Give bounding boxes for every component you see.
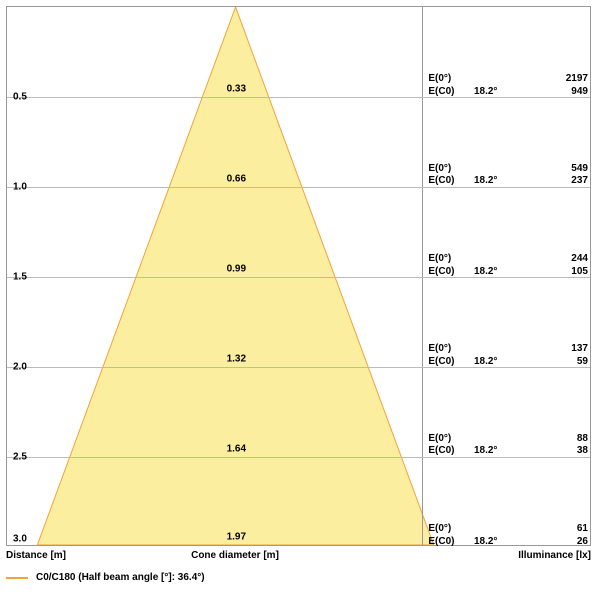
axis-label-illuminance: Illuminance [lx] bbox=[518, 550, 591, 561]
illum-angle: 18.2° bbox=[474, 86, 531, 99]
illum-label: E(C0) bbox=[428, 266, 474, 279]
legend-text: C0/C180 (Half beam angle [°]: 36.4°) bbox=[36, 572, 205, 583]
illum-label: E(C0) bbox=[428, 356, 474, 369]
legend: C0/C180 (Half beam angle [°]: 36.4°) bbox=[6, 572, 205, 583]
right-panel-separator bbox=[422, 7, 423, 545]
distance-tick: 1.0 bbox=[13, 181, 27, 192]
illum-value: 26 bbox=[531, 536, 588, 549]
legend-swatch bbox=[6, 577, 28, 579]
illum-value: 949 bbox=[531, 86, 588, 99]
illum-value: 61 bbox=[531, 523, 588, 536]
illuminance-block: E(0°) 2197 E(C0)18.2°949 bbox=[428, 73, 588, 98]
distance-tick: 2.0 bbox=[13, 362, 27, 373]
illuminance-block: E(0°) 549 E(C0)18.2°237 bbox=[428, 163, 588, 188]
illum-angle: 18.2° bbox=[474, 175, 531, 188]
illum-value: 137 bbox=[531, 343, 588, 356]
illum-label: E(0°) bbox=[428, 523, 474, 536]
distance-tick: 1.5 bbox=[13, 272, 27, 283]
illum-angle bbox=[474, 343, 531, 356]
illum-value: 105 bbox=[531, 266, 588, 279]
illum-angle bbox=[474, 163, 531, 176]
cone-diameter-value: 0.33 bbox=[227, 84, 246, 95]
axis-label-distance: Distance [m] bbox=[6, 550, 66, 561]
illum-value: 59 bbox=[531, 356, 588, 369]
illum-value: 38 bbox=[531, 445, 588, 458]
illuminance-block: E(0°) 88 E(C0)18.2°38 bbox=[428, 433, 588, 458]
illum-angle bbox=[474, 523, 531, 536]
illum-label: E(0°) bbox=[428, 163, 474, 176]
illuminance-block: E(0°) 244 E(C0)18.2°105 bbox=[428, 253, 588, 278]
illum-value: 88 bbox=[531, 433, 588, 446]
illuminance-block: E(0°) 61 E(C0)18.2°26 bbox=[428, 523, 588, 548]
distance-tick: 2.5 bbox=[13, 451, 27, 462]
distance-tick: 3.0 bbox=[13, 534, 27, 545]
illum-value: 2197 bbox=[531, 73, 588, 86]
illum-value: 237 bbox=[531, 175, 588, 188]
illum-angle bbox=[474, 253, 531, 266]
illum-value: 244 bbox=[531, 253, 588, 266]
illum-angle: 18.2° bbox=[474, 445, 531, 458]
chart-area: 0.50.33E(0°)2197E(C0)18.2°9491.00.66E(0°… bbox=[6, 6, 591, 546]
cone-diameter-value: 0.66 bbox=[227, 173, 246, 184]
illum-label: E(C0) bbox=[428, 445, 474, 458]
illum-label: E(C0) bbox=[428, 175, 474, 188]
illum-label: E(0°) bbox=[428, 253, 474, 266]
illum-label: E(C0) bbox=[428, 536, 474, 549]
illum-angle bbox=[474, 433, 531, 446]
cone-diameter-value: 1.97 bbox=[227, 532, 246, 543]
cone-diagram-frame: 0.50.33E(0°)2197E(C0)18.2°9491.00.66E(0°… bbox=[0, 0, 600, 600]
cone-diameter-value: 0.99 bbox=[227, 264, 246, 275]
illum-angle: 18.2° bbox=[474, 356, 531, 369]
illum-value: 549 bbox=[531, 163, 588, 176]
cone-diameter-value: 1.32 bbox=[227, 354, 246, 365]
illuminance-block: E(0°) 137 E(C0)18.2°59 bbox=[428, 343, 588, 368]
illum-label: E(C0) bbox=[428, 86, 474, 99]
cone-diameter-value: 1.64 bbox=[227, 443, 246, 454]
illum-label: E(0°) bbox=[428, 433, 474, 446]
distance-tick: 0.5 bbox=[13, 92, 27, 103]
illum-angle: 18.2° bbox=[474, 266, 531, 279]
axis-labels: Distance [m] Cone diameter [m] Illuminan… bbox=[6, 550, 591, 561]
illum-label: E(0°) bbox=[428, 73, 474, 86]
illum-angle: 18.2° bbox=[474, 536, 531, 549]
axis-label-diameter: Cone diameter [m] bbox=[191, 550, 279, 561]
illum-label: E(0°) bbox=[428, 343, 474, 356]
illum-angle bbox=[474, 73, 531, 86]
